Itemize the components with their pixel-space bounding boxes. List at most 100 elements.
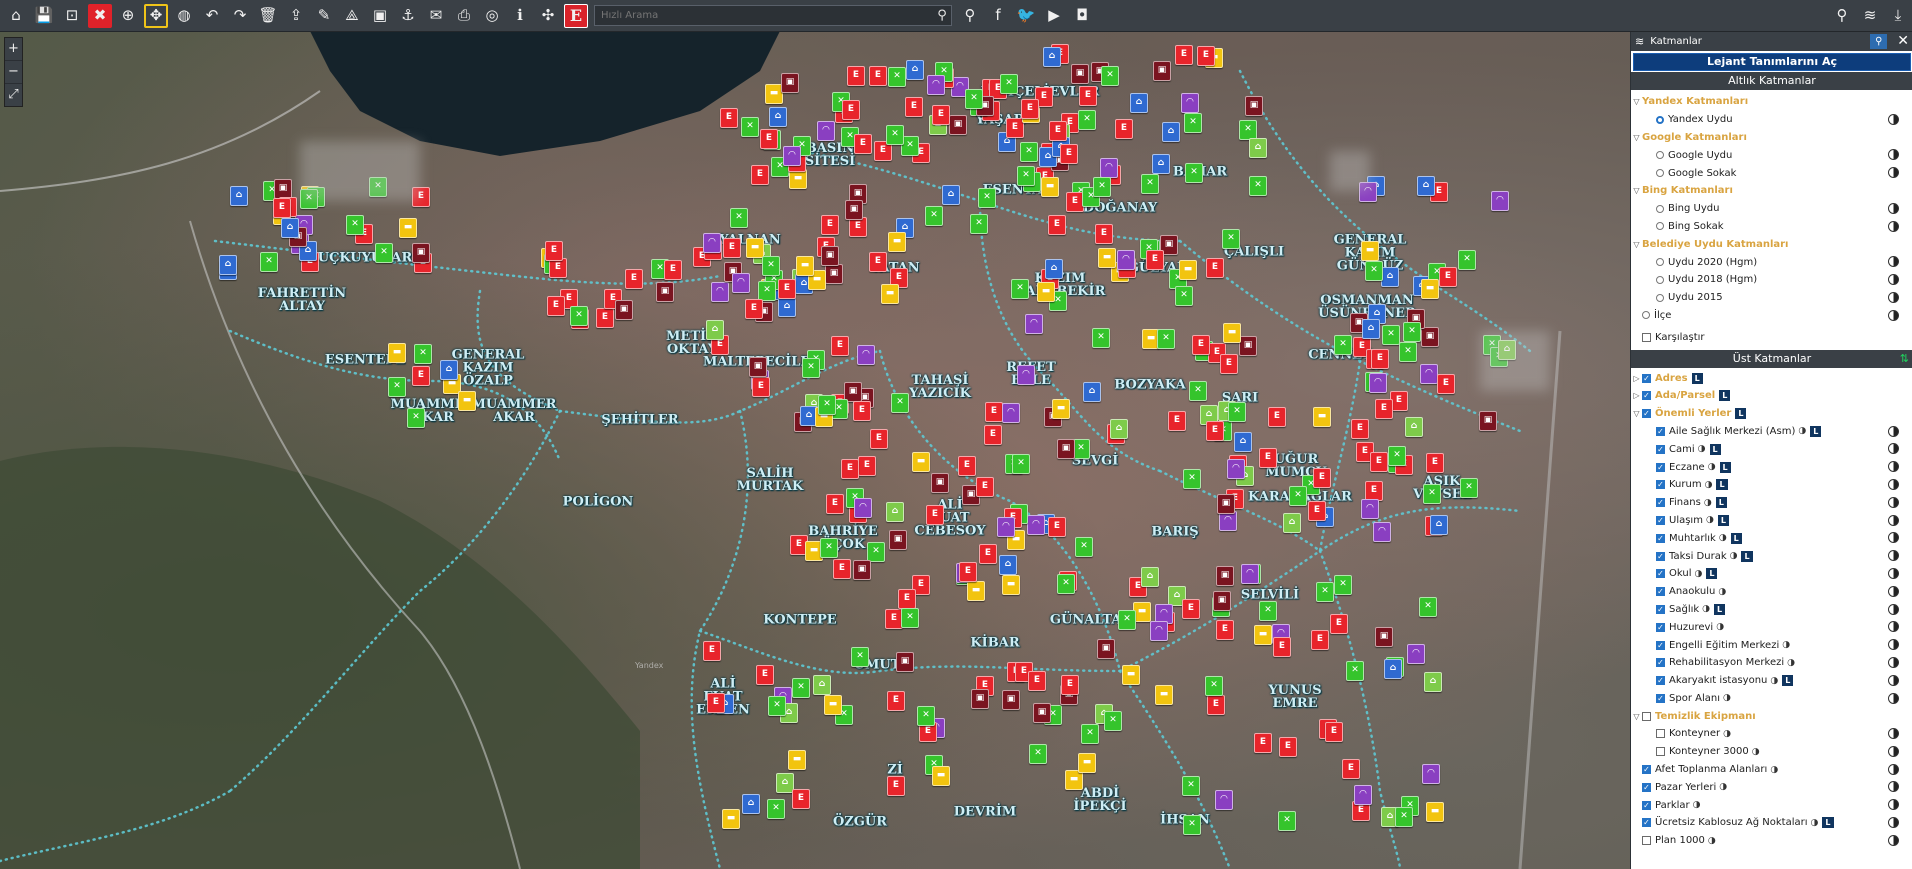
poi-marker[interactable]: ◠ [1181,93,1199,113]
poi-marker[interactable]: ▬ [1122,665,1140,685]
poi-marker[interactable]: E [1220,354,1238,374]
base-row[interactable]: Uydu 2018 (Hgm) [1631,271,1912,289]
poi-marker[interactable]: ◠ [1354,785,1372,805]
layer-checkbox[interactable]: ✓ [1656,462,1665,472]
poi-marker[interactable]: ✕ [1175,286,1193,306]
poi-marker[interactable]: E [958,456,976,476]
globe-small-icon[interactable]: ◑ [1718,586,1727,597]
poi-marker[interactable]: E [976,477,994,497]
poi-marker[interactable]: ▣ [896,652,914,672]
layer-checkbox[interactable]: ✓ [1656,622,1665,632]
opacity-icon[interactable] [1888,220,1899,232]
poi-marker[interactable]: E [959,562,977,582]
poi-marker[interactable]: E [887,691,905,711]
poi-marker[interactable]: E [1060,144,1078,164]
globe-small-icon[interactable]: ◑ [1702,604,1711,615]
poi-marker[interactable]: E [751,165,769,185]
poi-marker[interactable]: ▬ [1002,575,1020,595]
layer-checkbox[interactable] [1642,711,1651,721]
youtube-icon[interactable]: ▶ [1048,5,1060,24]
poi-marker[interactable]: ▣ [1153,61,1171,81]
poi-marker[interactable]: E [1259,448,1277,468]
poi-marker[interactable]: ✕ [891,393,909,413]
opacity-icon[interactable] [1888,745,1899,757]
legend-badge[interactable]: L [1719,390,1731,402]
poi-marker[interactable]: E [853,401,871,421]
poi-marker[interactable]: ▬ [912,452,930,472]
poi-marker[interactable]: ✕ [1081,724,1099,744]
poi-marker[interactable]: ▣ [781,73,799,93]
poi-marker[interactable]: ⌂ [886,502,904,522]
comment-icon[interactable]: ✉ [429,6,443,24]
poi-marker[interactable]: ▣ [949,115,967,135]
e-logo-icon[interactable]: E [564,3,588,28]
opacity-icon[interactable] [1888,256,1899,268]
poi-marker[interactable]: E [1049,121,1067,141]
poi-marker[interactable]: ▣ [821,246,839,266]
poi-marker[interactable]: ▬ [746,238,764,258]
poi-marker[interactable]: ▬ [1313,407,1331,427]
poi-marker[interactable]: E [1308,501,1326,521]
opacity-icon[interactable] [1888,781,1899,793]
globe-small-icon[interactable]: ◑ [1692,800,1701,811]
layer-checkbox[interactable] [1642,836,1651,846]
poi-marker[interactable]: E [932,105,950,125]
top-row[interactable]: Konteyner 3000 ◑ [1631,743,1912,761]
poi-marker[interactable]: ✕ [851,647,869,667]
poi-marker[interactable]: ⌂ [281,218,299,238]
poi-marker[interactable]: ▣ [1033,703,1051,723]
poi-marker[interactable]: ✕ [1101,66,1119,86]
layer-checkbox[interactable]: ✓ [1656,426,1665,436]
poi-marker[interactable]: ✕ [917,706,935,726]
poi-marker[interactable]: ✕ [1388,446,1406,466]
top-row[interactable]: Plan 1000 ◑ [1631,832,1912,850]
poi-marker[interactable]: ✕ [1382,325,1400,345]
poi-marker[interactable]: ⌂ [942,185,960,205]
opacity-icon[interactable] [1888,309,1899,321]
poi-marker[interactable]: E [273,198,291,218]
base-row[interactable]: ▽ Belediye Uydu Katmanları [1631,235,1912,253]
poi-marker[interactable]: ✕ [1020,142,1038,162]
opacity-icon[interactable] [1888,149,1899,161]
top-row[interactable]: ✓ Taksi Durak ◑ L [1631,547,1912,565]
poi-marker[interactable]: ▣ [1239,336,1257,356]
crosshair-icon[interactable]: ✣ [541,6,555,24]
poi-marker[interactable]: ◠ [1025,314,1043,334]
undo-icon[interactable]: ↶ [205,6,219,24]
poi-marker[interactable]: ⌂ [1141,567,1159,587]
poi-marker[interactable]: ✕ [741,117,759,137]
opacity-icon[interactable] [1888,585,1899,597]
poi-marker[interactable]: E [926,505,944,525]
poi-marker[interactable]: E [1028,671,1046,691]
poi-marker[interactable]: E [833,559,851,579]
top-row[interactable]: ✓ Engelli Eğitim Merkezi ◑ [1631,636,1912,654]
poi-marker[interactable]: E [1168,411,1186,431]
poi-marker[interactable]: ⌂ [742,794,760,814]
expand-triangle-icon[interactable]: ▷ [1633,391,1640,401]
poi-marker[interactable]: ▣ [1217,494,1235,514]
base-row[interactable]: Google Sokak [1631,164,1912,182]
top-row[interactable]: ▽ ✓ Önemli Yerler L [1631,405,1912,423]
legend-badge[interactable]: L [1782,675,1794,687]
globe-small-icon[interactable]: ◑ [1810,817,1819,828]
poi-marker[interactable]: ▬ [1155,685,1173,705]
poi-marker[interactable]: ⌂ [1283,513,1301,533]
poi-marker[interactable]: ▬ [1078,753,1096,773]
top-row[interactable]: ✓ Muhtarlık ◑ L [1631,529,1912,547]
poi-marker[interactable]: ◠ [1491,191,1509,211]
trash-icon[interactable]: 🗑 [258,6,278,24]
poi-marker[interactable]: E [869,66,887,86]
poi-marker[interactable]: E [1330,614,1348,634]
base-row[interactable]: Bing Sokak [1631,218,1912,236]
layer-radio[interactable] [1656,151,1664,160]
poi-marker[interactable]: E [1311,630,1329,650]
poi-marker[interactable]: E [874,141,892,161]
poi-marker[interactable]: ✕ [1346,661,1364,681]
poi-marker[interactable]: ◠ [783,146,801,166]
poi-marker[interactable]: ✕ [768,696,786,716]
globe-small-icon[interactable]: ◑ [1798,426,1807,437]
opacity-icon[interactable] [1888,763,1899,775]
poi-marker[interactable]: ✕ [1183,469,1201,489]
poi-marker[interactable]: ✕ [1228,402,1246,422]
poi-marker[interactable]: ◠ [1422,764,1440,784]
